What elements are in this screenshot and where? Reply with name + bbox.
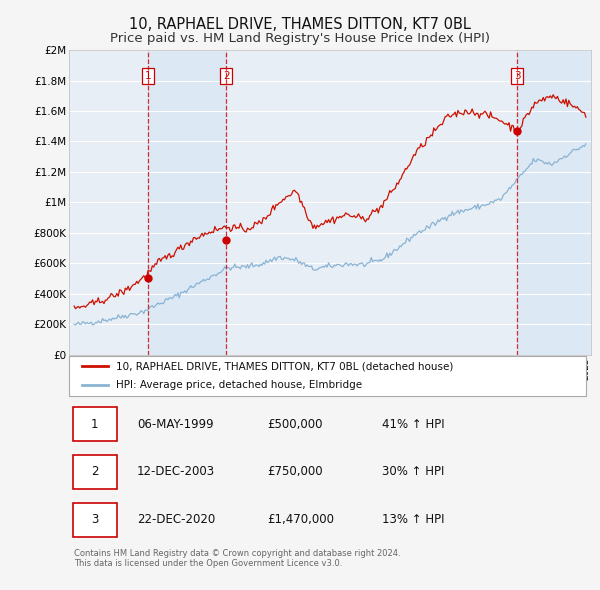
FancyBboxPatch shape [73,407,117,441]
Text: £500,000: £500,000 [268,418,323,431]
Text: 2: 2 [223,71,230,81]
Text: 3: 3 [91,513,98,526]
Bar [517,50,591,355]
FancyBboxPatch shape [73,455,117,489]
Text: 06-MAY-1999: 06-MAY-1999 [137,418,214,431]
Text: 2: 2 [91,466,98,478]
Text: HPI: Average price, detached house, Elmbridge: HPI: Average price, detached house, Elmb… [116,381,362,390]
Bar [148,50,226,355]
Text: 10, RAPHAEL DRIVE, THAMES DITTON, KT7 0BL (detached house): 10, RAPHAEL DRIVE, THAMES DITTON, KT7 0B… [116,362,454,372]
Text: Contains HM Land Registry data © Crown copyright and database right 2024.
This d: Contains HM Land Registry data © Crown c… [74,549,401,568]
Text: 41% ↑ HPI: 41% ↑ HPI [382,418,445,431]
Text: 12-DEC-2003: 12-DEC-2003 [137,466,215,478]
Text: 10, RAPHAEL DRIVE, THAMES DITTON, KT7 0BL: 10, RAPHAEL DRIVE, THAMES DITTON, KT7 0B… [129,17,471,32]
FancyBboxPatch shape [69,356,586,396]
Text: 1: 1 [145,71,152,81]
Text: 22-DEC-2020: 22-DEC-2020 [137,513,215,526]
Text: 30% ↑ HPI: 30% ↑ HPI [382,466,445,478]
Text: 1: 1 [91,418,98,431]
Text: Price paid vs. HM Land Registry's House Price Index (HPI): Price paid vs. HM Land Registry's House … [110,32,490,45]
FancyBboxPatch shape [73,503,117,537]
Text: £750,000: £750,000 [268,466,323,478]
Text: 3: 3 [514,71,520,81]
Text: £1,470,000: £1,470,000 [268,513,334,526]
Text: 13% ↑ HPI: 13% ↑ HPI [382,513,445,526]
